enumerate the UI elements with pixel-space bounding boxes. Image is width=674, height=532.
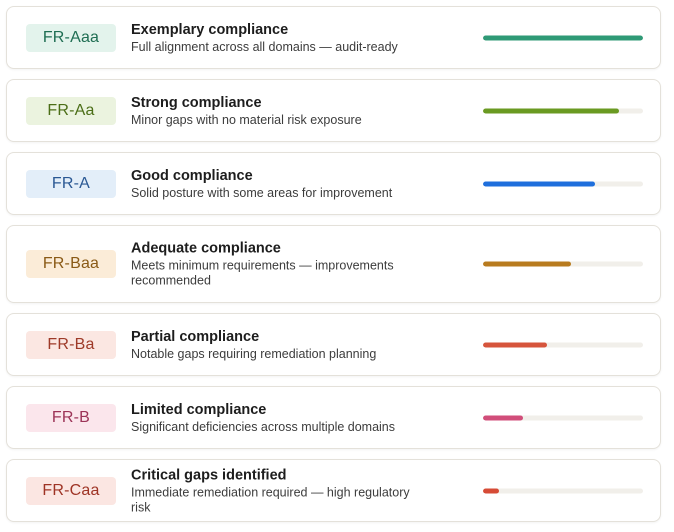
rating-text: Adequate compliance Meets minimum requir… <box>131 240 431 289</box>
rating-level-fill <box>483 415 523 420</box>
rating-description: Notable gaps requiring remediation plann… <box>131 346 377 361</box>
rating-level-fill <box>483 261 571 267</box>
rating-title: Partial compliance <box>131 328 260 345</box>
rating-title: Limited compliance <box>131 401 267 418</box>
rating-title: Strong compliance <box>131 94 262 111</box>
rating-card: FR-Aaa Exemplary compliance Full alignme… <box>6 6 661 69</box>
rating-title: Adequate compliance <box>131 240 281 257</box>
rating-card: FR-Baa Adequate compliance Meets minimum… <box>6 225 661 303</box>
rating-title: Critical gaps identified <box>131 467 287 483</box>
rating-badge: FR-Aa <box>26 96 116 125</box>
rating-card: FR-Ba Partial compliance Notable gaps re… <box>6 313 661 376</box>
rating-level-bar <box>483 415 643 420</box>
rating-description: Solid posture with some areas for improv… <box>131 185 393 200</box>
rating-level-bar <box>483 108 643 113</box>
rating-text: Limited compliance Significant deficienc… <box>131 401 431 435</box>
rating-card: FR-Caa Critical gaps identified Immediat… <box>6 459 661 522</box>
rating-badge: FR-Aaa <box>26 23 116 52</box>
rating-level-fill <box>483 342 547 347</box>
rating-text: Good compliance Solid posture with some … <box>131 167 431 201</box>
rating-text: Partial compliance Notable gaps requirin… <box>131 328 431 362</box>
rating-badge: FR-Baa <box>26 250 116 278</box>
rating-card: FR-B Limited compliance Significant defi… <box>6 386 661 449</box>
rating-card: FR-A Good compliance Solid posture with … <box>6 152 661 215</box>
rating-card: FR-Aa Strong compliance Minor gaps with … <box>6 79 661 142</box>
rating-level-fill <box>483 108 619 113</box>
rating-level-bar <box>483 35 643 40</box>
rating-level-bar <box>483 261 643 267</box>
rating-level-bar <box>483 488 643 493</box>
rating-badge: FR-B <box>26 403 116 432</box>
rating-level-fill <box>483 181 595 186</box>
rating-description: Immediate remediation required — high re… <box>131 485 410 514</box>
rating-description: Meets minimum requirements — improvement… <box>131 258 394 288</box>
rating-badge: FR-Caa <box>26 476 116 505</box>
rating-text: Strong compliance Minor gaps with no mat… <box>131 94 431 128</box>
rating-title: Exemplary compliance <box>131 21 289 38</box>
rating-text: Exemplary compliance Full alignment acro… <box>131 21 431 55</box>
rating-level-fill <box>483 35 643 40</box>
rating-level-bar <box>483 342 643 347</box>
rating-level-fill <box>483 488 499 493</box>
rating-description: Full alignment across all domains — audi… <box>131 39 398 54</box>
rating-description: Significant deficiencies across multiple… <box>131 419 396 434</box>
rating-text: Critical gaps identified Immediate remed… <box>131 466 431 515</box>
rating-level-bar <box>483 181 643 186</box>
rating-title: Good compliance <box>131 167 253 184</box>
rating-description: Minor gaps with no material risk exposur… <box>131 112 362 127</box>
rating-badge: FR-A <box>26 169 116 198</box>
rating-badge: FR-Ba <box>26 330 116 359</box>
